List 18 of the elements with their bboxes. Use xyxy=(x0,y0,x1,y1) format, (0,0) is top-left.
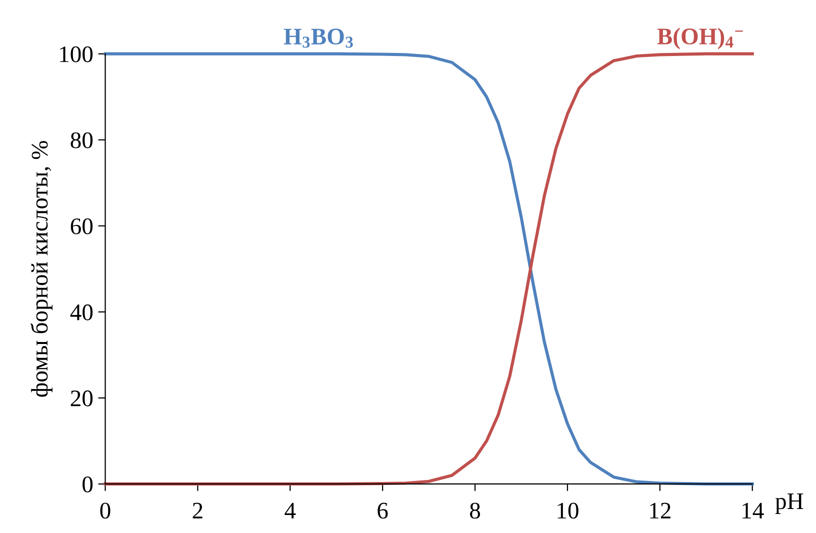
x-tick-label: 2 xyxy=(192,502,202,518)
x-tick-label: 14 xyxy=(742,502,764,518)
y-tick-label: 100 xyxy=(60,46,93,62)
x-tick-label: 6 xyxy=(378,502,388,519)
y-tick-label: 0 xyxy=(82,476,93,492)
x-tick-label: 12 xyxy=(650,502,670,518)
y-tick-label: 60 xyxy=(70,218,93,234)
series-label: B(OH)$_{4}$$^{−}$ xyxy=(657,28,743,50)
y-tick-label: 40 xyxy=(70,304,93,320)
y-tick-label: 80 xyxy=(70,132,93,148)
x-tick-label: 4 xyxy=(284,502,296,518)
y-axis-title: фомы борной кислоты, % xyxy=(30,140,52,397)
x-tick-label: 0 xyxy=(100,502,110,519)
series-label: H$_{3}$BO$_{3}$ xyxy=(284,28,353,48)
x-tick-label: 8 xyxy=(470,502,480,519)
y-tick-label: 20 xyxy=(70,390,93,406)
x-axis-title: pH xyxy=(775,493,804,514)
x-tick-label: 10 xyxy=(558,502,578,519)
